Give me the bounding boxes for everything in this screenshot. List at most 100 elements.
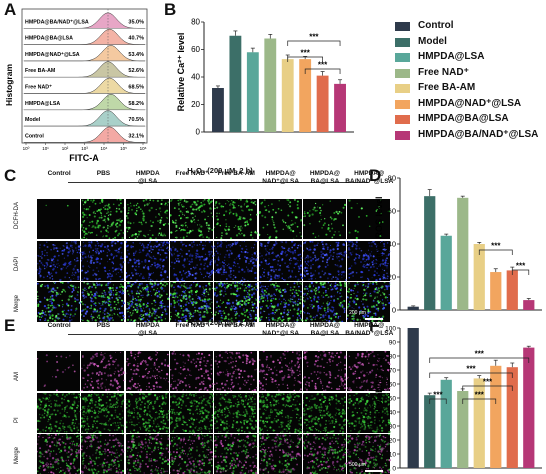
- bar: [441, 236, 452, 310]
- y-tick-label: 40: [388, 240, 396, 249]
- micrograph: [303, 393, 347, 433]
- bar: [424, 395, 435, 468]
- panel-letter-c: C: [4, 166, 16, 186]
- micrograph: [170, 434, 214, 474]
- panel-letter-e: E: [4, 316, 15, 336]
- row-label: DCFH-DA: [14, 189, 20, 229]
- y-tick-label: 60: [389, 382, 397, 389]
- micrograph: [259, 241, 303, 281]
- significance-label: ***: [433, 391, 443, 400]
- micrograph: [170, 282, 214, 322]
- micrograph: [126, 434, 170, 474]
- micrograph: [214, 282, 258, 322]
- legend-label: Free BA-AM: [418, 82, 475, 93]
- histogram-label: Control: [25, 133, 44, 139]
- significance-label: ***: [516, 262, 526, 271]
- bar: [334, 84, 346, 132]
- row-label: Merge: [14, 272, 20, 312]
- y-tick-label: 10: [389, 452, 397, 459]
- significance-label: ***: [318, 61, 328, 70]
- legend-swatch: [395, 84, 410, 93]
- bar: [212, 88, 224, 132]
- micrograph: [81, 434, 125, 474]
- micrograph: [170, 241, 214, 281]
- significance-label: ***: [475, 350, 485, 359]
- significance-label: ***: [309, 33, 319, 42]
- histogram-label: HMPDA@LSA: [25, 101, 60, 107]
- y-tick-label: 20: [388, 273, 396, 282]
- micrograph: [303, 434, 347, 474]
- y-tick-label: 30: [389, 424, 397, 431]
- y-tick-label: 100: [385, 326, 396, 333]
- x-tick-label: 10¹: [42, 146, 49, 151]
- bar: [523, 348, 534, 468]
- significance-label: ***: [483, 378, 493, 387]
- bar: [507, 270, 518, 310]
- legend-label: HMPDA@BA/NAD⁺@LSA: [418, 129, 538, 140]
- row-label: Merge: [14, 424, 20, 464]
- significance-label: ***: [300, 49, 310, 58]
- x-tick-label: 10⁴: [101, 146, 108, 151]
- histogram-percent: 35.0%: [128, 19, 144, 25]
- histogram-row: Free NAD⁺ 68.5%: [22, 78, 147, 94]
- y-tick-label: 0: [196, 128, 201, 137]
- micrograph: [81, 282, 125, 322]
- significance-label: ***: [475, 391, 485, 400]
- histogram-ylabel: Histogram: [4, 64, 14, 106]
- micrograph: [259, 393, 303, 433]
- micrograph: [81, 351, 125, 391]
- y-tick-label: 40: [389, 410, 397, 417]
- y-tick-label: 20: [191, 100, 200, 109]
- histogram-percent: 68.5%: [128, 85, 144, 91]
- significance-label: ***: [491, 242, 501, 251]
- y-tick-label: 80: [191, 18, 200, 27]
- legend-label: HMPDA@LSA: [418, 51, 484, 62]
- histogram-row: HMPDA@BA/NAD⁺@LSA 35.0%: [22, 13, 147, 28]
- histogram-label: HMPDA@BA/NAD⁺@LSA: [25, 19, 89, 25]
- bar: [247, 52, 259, 132]
- micrograph: [37, 393, 81, 433]
- bar: [424, 196, 435, 310]
- y-tick-label: 40: [191, 73, 200, 82]
- row-label: PI: [14, 383, 20, 423]
- legend-swatch: [395, 100, 410, 109]
- scale-bar-label: 500 μm: [349, 462, 366, 468]
- micrograph: [214, 393, 258, 433]
- y-tick-label: 0: [392, 466, 396, 473]
- y-tick-label: 20: [389, 438, 397, 445]
- bar: [490, 272, 501, 310]
- x-tick-label: 10²: [62, 146, 69, 151]
- micrograph: [303, 241, 347, 281]
- bar: [229, 36, 241, 132]
- micrograph: [170, 199, 214, 239]
- significance-bracket: [463, 386, 513, 391]
- histogram-percent: 52.6%: [128, 68, 144, 74]
- micrograph: [214, 199, 258, 239]
- bar: [457, 198, 468, 310]
- bar: [507, 367, 518, 468]
- fitc-xlabel: FITC-A: [69, 153, 99, 163]
- micrograph: [303, 351, 347, 391]
- histogram-percent: 40.7%: [128, 36, 144, 42]
- micrograph: [303, 282, 347, 322]
- micrograph: [259, 199, 303, 239]
- legend-swatch: [395, 53, 410, 62]
- significance-bracket: [288, 41, 340, 46]
- y-tick-label: 80: [388, 174, 396, 183]
- scale-bar-label: 200 μm: [349, 310, 366, 316]
- micrograph: [37, 351, 81, 391]
- legend-label: HMPDA@BA@LSA: [418, 113, 509, 124]
- micrograph: [259, 434, 303, 474]
- x-tick-label: 10⁶: [140, 146, 147, 151]
- histogram-label: Free NAD⁺: [25, 85, 52, 91]
- y-tick-label: 70: [389, 368, 397, 375]
- micrograph: [37, 241, 81, 281]
